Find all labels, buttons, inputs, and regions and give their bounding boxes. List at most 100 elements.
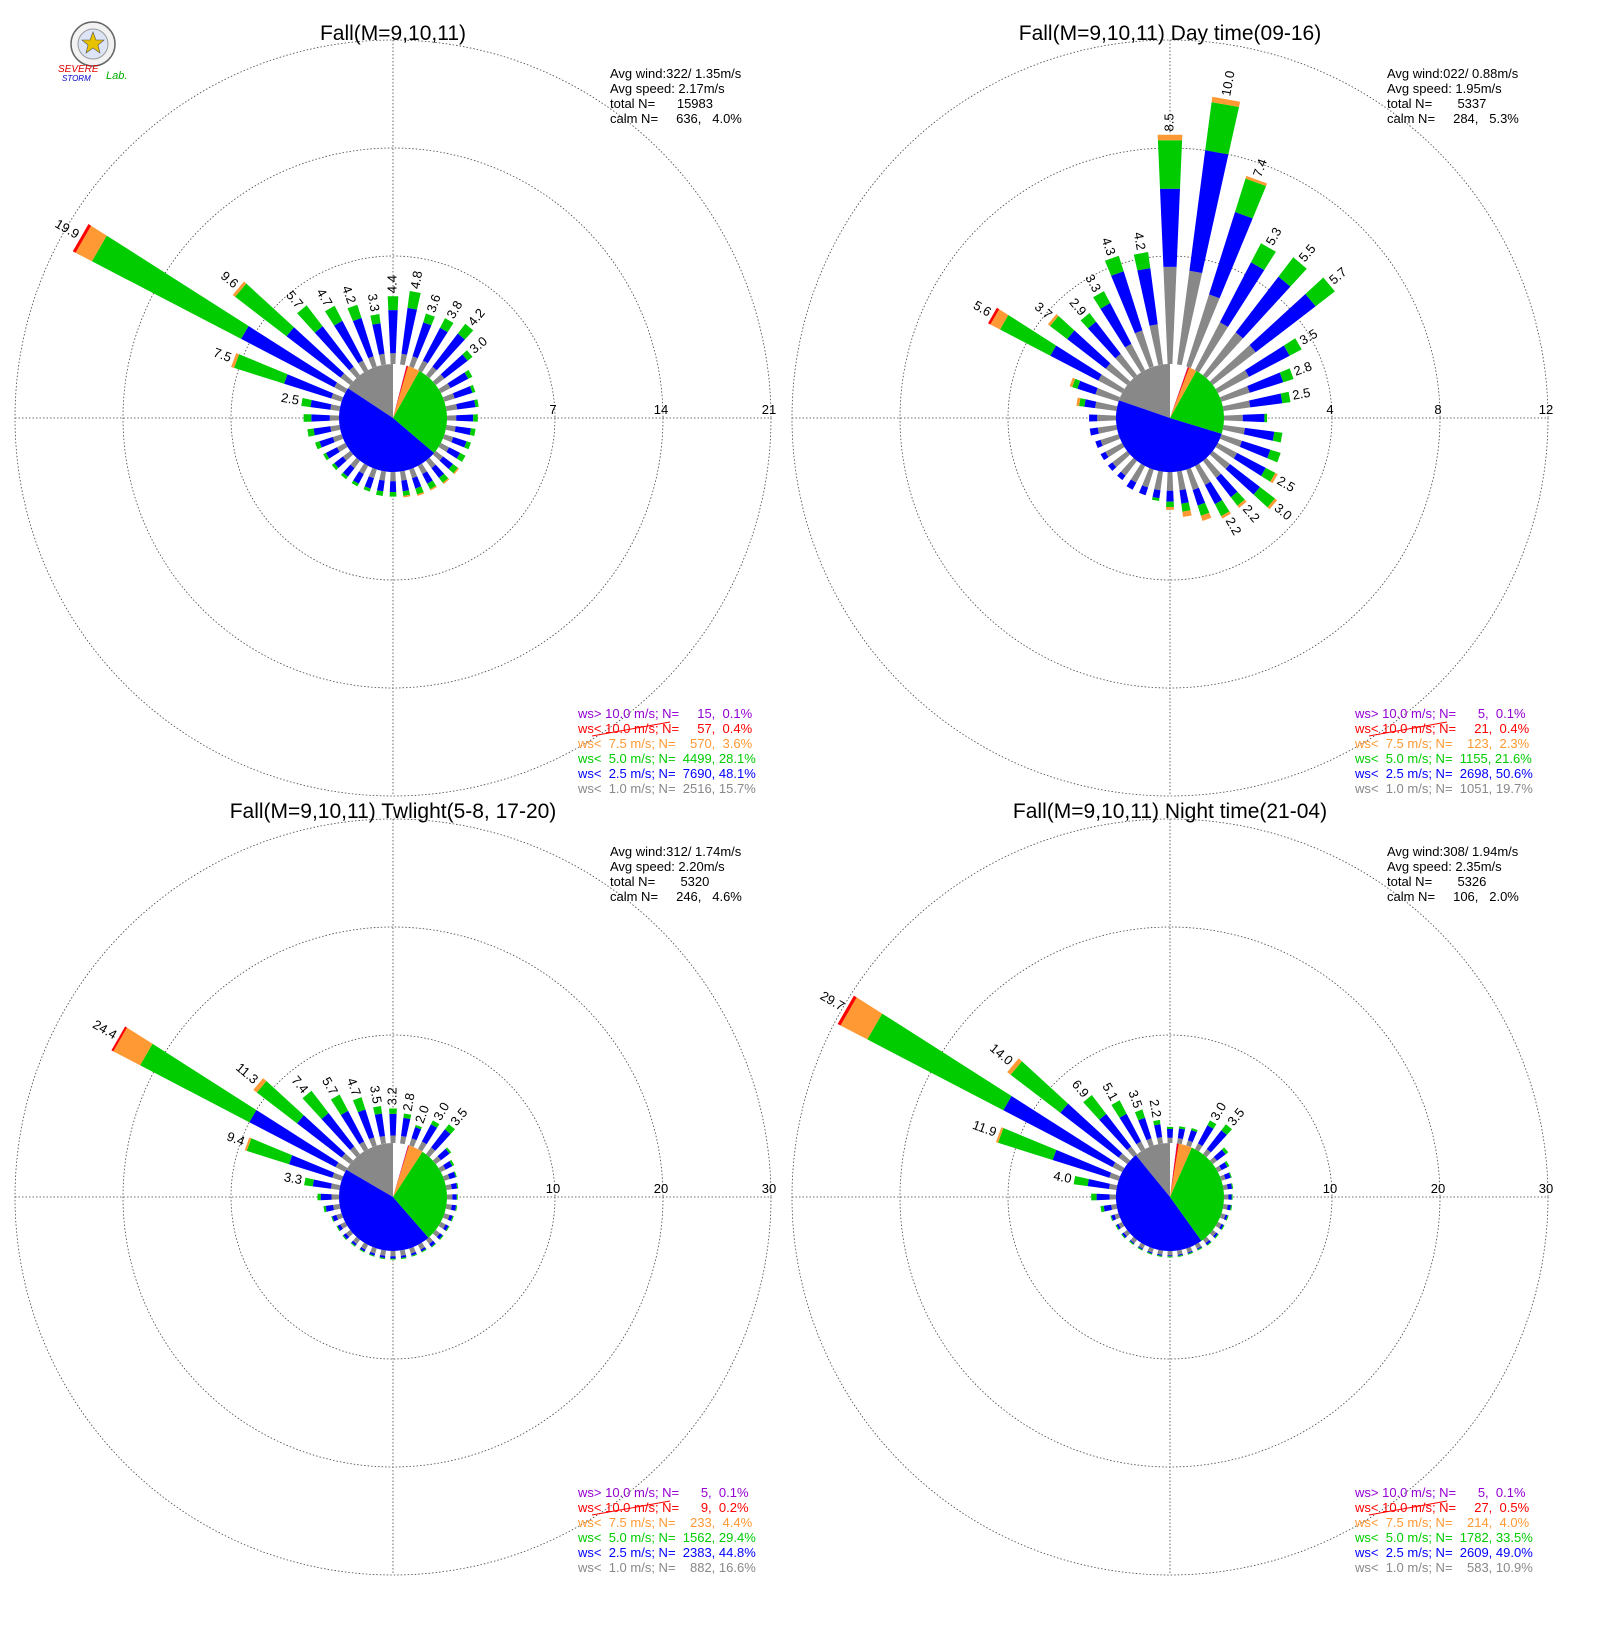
bar-segment: [1197, 502, 1210, 516]
bar-segment: [430, 1120, 440, 1128]
ring-3: [791, 39, 1549, 797]
pie-slice: [1135, 1143, 1170, 1197]
bar-segment: [1110, 1215, 1114, 1221]
ring-label: 20: [1431, 1181, 1445, 1196]
direction-bar-70: [442, 1171, 457, 1181]
direction-bar-190: [376, 470, 386, 496]
windrose-panel-3: Fall(M=9,10,11) Twlight(5-8, 17-20) 10 20 3…: [14, 800, 776, 1576]
bar-segment: [1235, 178, 1267, 219]
bar-segment: [400, 353, 407, 366]
bar-segment: [1213, 1149, 1226, 1161]
bar-segment: [1119, 1113, 1142, 1145]
bar-segment: [443, 1161, 453, 1170]
bar-segment: [447, 372, 469, 389]
ring-label: 8: [1434, 402, 1441, 417]
bar-segment: [1126, 479, 1137, 490]
bar-segment: [1111, 1204, 1118, 1210]
direction-bar-240: [1100, 442, 1125, 461]
bar-value-label: 3.7: [1032, 299, 1055, 322]
bar-segment: [409, 1138, 417, 1148]
legend-entry: ws< 5.0 m/s; N= 4499, 28.1%: [577, 751, 756, 766]
bar-segment: [350, 457, 361, 469]
bar-segment: [1219, 1223, 1224, 1230]
bar-segment: [1084, 399, 1097, 409]
bar-segment: [325, 305, 343, 326]
pie-slice: [346, 1143, 393, 1197]
bar-segment: [443, 1224, 449, 1231]
bar-segment: [1153, 1119, 1161, 1126]
legend-entry: ws> 10.0 m/s; N= 5, 0.1%: [1354, 706, 1526, 721]
direction-bar-230: [342, 1229, 354, 1240]
bar-segment: [1209, 1229, 1217, 1237]
bar-segment: [369, 1137, 377, 1148]
legend-entry: ws< 1.0 m/s; N= 583, 10.9%: [1354, 1560, 1533, 1575]
legend-entry: ws< 10.0 m/s; N= 57, 0.4%: [577, 721, 753, 736]
bar-segment: [442, 434, 454, 443]
bar-segment: [429, 1240, 436, 1247]
bar-segment: [1245, 175, 1268, 186]
bar-segment: [430, 485, 437, 491]
bar-segment: [1209, 212, 1253, 299]
bar-segment: [431, 1129, 451, 1151]
bar-segment: [244, 1137, 252, 1151]
bar-segment: [470, 384, 476, 393]
bar-segment: [442, 478, 450, 485]
bar-segment: [1111, 1100, 1127, 1118]
bar-segment: [425, 457, 436, 469]
bar-segment: [450, 1215, 454, 1222]
pie-slice: [1170, 367, 1190, 418]
direction-bar-290: 7.5: [212, 345, 344, 402]
bar-segment: [387, 296, 399, 311]
bar-segment: [340, 1110, 365, 1145]
direction-bar-340: 4.3: [1099, 235, 1154, 369]
direction-bar-20: 2.0: [409, 1103, 432, 1148]
bar-segment: [1095, 388, 1121, 402]
bar-segment: [1163, 266, 1177, 365]
class-pie: [1115, 364, 1224, 473]
bar-value-label: 5.5: [1296, 241, 1319, 264]
class-pie: [1115, 1143, 1225, 1252]
bar-segment: [1134, 1109, 1145, 1121]
bar-segment: [440, 318, 454, 333]
bar-segment: [425, 1147, 436, 1158]
stat-line: Avg wind:308/ 1.94m/s: [1387, 844, 1519, 859]
direction-bar-50: 5.7: [1209, 264, 1350, 386]
bar-segment: [331, 1216, 335, 1222]
bar-segment: [1187, 1251, 1194, 1255]
bar-segment: [1122, 1232, 1127, 1238]
direction-bar-10: 2.8: [400, 1092, 418, 1145]
bar-segment: [438, 1221, 446, 1229]
bar-value-label: 5.1: [1099, 1080, 1121, 1103]
bar-value-label: 5.7: [283, 288, 306, 311]
lab-seal-star-icon: [81, 31, 105, 54]
direction-bar-180: [1167, 1250, 1173, 1258]
bar-segment: [1100, 434, 1121, 446]
bar-segment: [998, 1128, 1057, 1160]
bar-value-label: 6.9: [1069, 1077, 1092, 1100]
bar-segment: [315, 441, 322, 450]
bar-segment: [1231, 1194, 1233, 1200]
bar-segment: [455, 1205, 458, 1211]
windrose-panel-2: Fall(M=9,10,11) Day time(09-16) 4 8 12 8.5 10…: [791, 22, 1553, 797]
legend-entry: ws< 2.5 m/s; N= 7690, 48.1%: [577, 766, 756, 781]
bar-segment: [256, 1081, 304, 1124]
bar-segment: [319, 437, 335, 448]
bar-segment: [340, 373, 354, 386]
bar-segment: [412, 322, 432, 359]
bar-value-label: 2.5: [280, 390, 300, 408]
bar-segment: [1114, 1213, 1121, 1220]
bar-segment: [401, 479, 409, 492]
bar-segment: [1138, 1117, 1152, 1141]
bar-segment: [1194, 1143, 1203, 1152]
bar-segment: [1209, 1156, 1218, 1165]
bar-segment: [1182, 510, 1192, 517]
bar-segment: [337, 1224, 343, 1231]
bar-segment: [412, 476, 422, 489]
bar-segment: [1073, 1176, 1089, 1187]
bar-segment: [1245, 345, 1290, 377]
bar-segment: [1206, 1241, 1212, 1246]
legend-entry: ws< 10.0 m/s; N= 9, 0.2%: [577, 1500, 749, 1515]
direction-bar-140: [425, 457, 450, 485]
bar-segment: [456, 400, 476, 410]
bar-segment: [445, 1147, 452, 1154]
